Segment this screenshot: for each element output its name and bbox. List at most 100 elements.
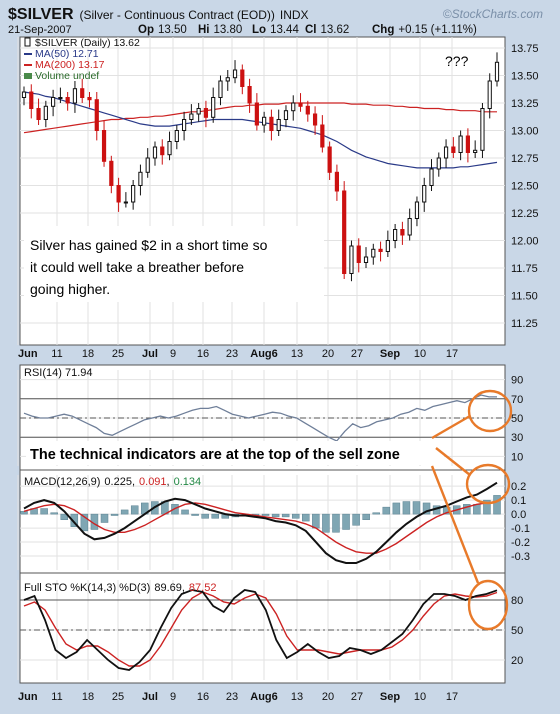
macd-histogram-bar (201, 513, 209, 519)
x-tick-label: 16 (197, 691, 209, 703)
legend-label: MA(200) 13.17 (35, 59, 105, 71)
candle-body (312, 113, 318, 126)
candle-body (436, 157, 441, 170)
ohlc-key: Lo (252, 24, 266, 36)
candle-body (65, 97, 70, 104)
x-axes: Jun 11 18 25 Jul 9 16 23 Aug6 13 20 27 Sep 10 17 Jun 11 1… (18, 348, 458, 703)
date: 21-Sep-2007 (8, 24, 72, 36)
rsi-callout-circle (467, 389, 513, 433)
macd-histogram-bar (463, 504, 471, 515)
macd-histogram-bar (322, 513, 330, 533)
candle-body (58, 97, 63, 99)
macd-histogram-bar (493, 495, 501, 515)
x-tick-label: Sep (380, 348, 400, 360)
macd-histogram-bar (130, 505, 139, 515)
macd-histogram-bar (181, 509, 189, 515)
legend-separator: , (167, 476, 170, 488)
candle-body (283, 110, 289, 120)
legend-value: 87.52 (189, 582, 217, 594)
macd-histogram-bar (302, 513, 310, 522)
macd-histogram-bar (120, 509, 129, 515)
ohlc-bar: Op 13.50 Hi 13.80 Lo 13.44 Cl 13.62 Chg +0.15 (+1… (138, 24, 477, 36)
y-axes: 11.25 11.50 11.75 12.00 12.25 12.50 12.75 13.00… (511, 43, 539, 667)
candle-body (363, 256, 369, 263)
ohlc-value: +0.15 (+1.11%) (398, 24, 477, 36)
y-tick-label: 11.25 (511, 318, 538, 330)
macd-histogram-bar (352, 513, 360, 526)
candle-body (36, 108, 41, 120)
y-tick-label: 50 (511, 625, 523, 637)
legend-value: 0.134 (174, 476, 202, 488)
ohlc-chg: Chg +0.15 (+1.11%) (372, 24, 477, 36)
macd-histogram-bar (382, 506, 391, 515)
y-tick-label: 11.75 (511, 263, 538, 275)
macd-histogram-bar (281, 513, 290, 518)
x-tick-label: 17 (446, 348, 458, 360)
y-tick-label: 13.50 (511, 71, 539, 83)
x-tick-label: 11 (51, 691, 62, 703)
sto-pointer-line (430, 465, 480, 584)
candle-body (189, 113, 194, 120)
candle-body (262, 116, 267, 126)
candle-body (349, 245, 354, 274)
candle-body (334, 171, 340, 192)
sto-callout-circle (467, 579, 509, 631)
x-tick-label: 23 (226, 348, 238, 360)
candle-body (371, 248, 376, 258)
candle-body (429, 168, 434, 186)
price-series (21, 52, 500, 282)
candle-body (254, 102, 259, 126)
y-tick-label: 11.50 (511, 291, 538, 303)
macd-histogram-bar (80, 513, 89, 532)
legend-value: 0.091 (139, 476, 167, 488)
macd-histogram-bar (372, 512, 380, 515)
candle-body (145, 157, 150, 173)
rsi-series (20, 394, 505, 442)
y-tick-label: 12.00 (511, 236, 539, 248)
y-tick-label: 0.2 (511, 481, 526, 493)
candle-body (494, 61, 500, 82)
macd-histogram-bar (100, 513, 109, 523)
y-tick-label: 0.1 (511, 495, 526, 507)
candle-body (181, 119, 187, 131)
callout-highlights (430, 389, 513, 631)
macd-histogram-bar (261, 513, 270, 516)
macd-histogram-bar (70, 513, 79, 527)
x-tick-label: 13 (291, 691, 303, 703)
legend-label: MA(50) 12.71 (35, 48, 99, 60)
legend-value: 0.225 (104, 476, 132, 488)
candle-body (21, 91, 27, 98)
x-tick-label: Aug6 (250, 348, 278, 360)
candle-body (196, 108, 201, 115)
y-tick-label: 12.75 (511, 153, 539, 165)
candle-body (138, 171, 143, 187)
macd-histogram-bar (271, 513, 280, 518)
watermark: ©StockCharts.com (443, 7, 543, 21)
candle-body (94, 99, 99, 131)
candle-body (291, 102, 296, 112)
x-tick-label: 10 (414, 691, 426, 703)
candle-body (400, 229, 405, 236)
macd-histogram-bar (312, 513, 320, 529)
legend-swatch (24, 37, 31, 47)
exchange: INDX (280, 8, 309, 22)
candle-body (167, 141, 172, 156)
x-tick-label: 9 (170, 691, 176, 703)
candle-body (211, 97, 216, 118)
macd-histogram-bar (342, 513, 350, 530)
candle-body (131, 185, 136, 203)
y-tick-label: 50 (511, 413, 523, 425)
x-tick-label: 25 (112, 691, 124, 703)
annotation-line: Silver has gained $2 in a short time so (30, 237, 268, 253)
macd-histogram-bar (50, 512, 58, 515)
candle-body (225, 77, 230, 82)
ma200-line (23, 102, 497, 134)
ohlc-value: 13.50 (158, 24, 187, 36)
indicator-annotation-box (26, 441, 444, 465)
candle-body (378, 248, 383, 253)
candle-body (305, 105, 310, 115)
x-tick-label: Jul (142, 348, 158, 360)
